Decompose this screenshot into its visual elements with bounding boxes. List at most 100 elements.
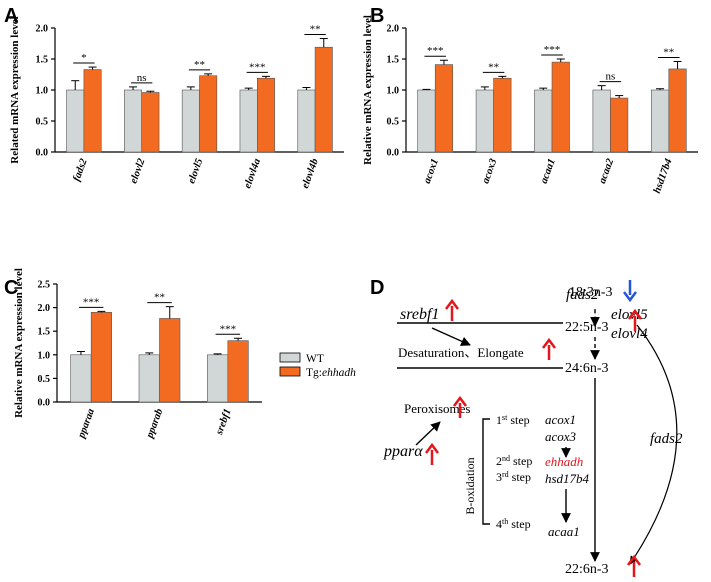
bar-tg xyxy=(434,64,454,153)
y-tick-label: 2.0 xyxy=(36,24,49,35)
legend-tg-label: Tg:ehhadh xyxy=(306,367,356,379)
bar-wt xyxy=(534,89,553,153)
gene-acox1: acox1 xyxy=(545,412,576,427)
chart-panel-b: 0.0 0.5 1.0 1.5 2.0 Relative mRNA expression … xyxy=(362,15,698,195)
y-tick-label: 2.0 xyxy=(38,303,51,314)
bar-wt xyxy=(207,354,229,403)
gene-elovl5: elovl5 xyxy=(611,307,648,323)
bar-tg xyxy=(199,75,218,153)
significance-label: * xyxy=(81,52,87,64)
gene-fads2-side: fads2 xyxy=(650,431,683,447)
bar-tg xyxy=(159,318,181,403)
legend-wt-label: WT xyxy=(306,353,324,365)
step4-sup: th xyxy=(502,517,508,526)
y-tick-label: 1.0 xyxy=(387,86,400,97)
y-axis-label: Relative mRNA expression level xyxy=(13,268,25,418)
gene-elovl4: elovl4 xyxy=(611,326,648,342)
significance-label: ** xyxy=(310,24,321,36)
significance-label: ns xyxy=(137,72,147,84)
gene-ppara: pparα xyxy=(383,443,423,460)
fatty-acid-18-3n3: 18:3n-3 xyxy=(569,285,613,300)
chart-panel-c: 0.0 0.5 1.0 1.5 2.0 2.5 Relative mRNA expressi… xyxy=(13,268,262,440)
panel-label-a: A xyxy=(4,5,18,27)
bar-wt xyxy=(650,89,670,153)
up-arrow-head xyxy=(445,298,459,310)
bar-tg xyxy=(551,61,570,153)
up-arrow-head xyxy=(425,442,439,454)
panel-label-d: D xyxy=(370,277,384,299)
step1-num: 1 xyxy=(496,413,502,427)
bar-wt xyxy=(70,354,92,403)
legend-wt-swatch xyxy=(279,352,301,363)
step3-num: 3 xyxy=(496,470,502,484)
gene-hsd17b4: hsd17b4 xyxy=(545,471,590,486)
step3-label: 3rd step xyxy=(496,470,531,485)
bar-tg xyxy=(227,340,249,403)
significance-label: *** xyxy=(83,296,100,308)
significance-label: ** xyxy=(194,59,205,71)
y-tick-label: 2.0 xyxy=(387,24,400,35)
down-arrow-head xyxy=(623,291,637,303)
bar-wt xyxy=(475,89,494,153)
y-tick-label: 0.0 xyxy=(38,398,51,409)
gene-srebf1: srebf1 xyxy=(400,306,439,323)
y-axis-label: Relative mRNA expression level xyxy=(362,15,374,165)
up-arrow-head xyxy=(453,395,467,407)
y-tick-label: 1.0 xyxy=(36,86,49,97)
category-label: acaa2 xyxy=(597,157,616,186)
y-tick-label: 0.5 xyxy=(36,117,49,128)
ppara-to-perox-arrow xyxy=(415,421,441,446)
step4-word: step xyxy=(508,517,530,531)
significance-label: *** xyxy=(249,61,266,73)
category-label: hsd17b4 xyxy=(652,157,675,195)
srebf1-to-desat-arrow xyxy=(431,327,471,346)
category-label: fads2 xyxy=(71,157,90,183)
chart-panel-a: 0.0 0.5 1.0 1.5 2.0 Related mRNA expression l… xyxy=(9,16,344,190)
y-tick-label: 0.0 xyxy=(387,148,400,159)
bar-tg xyxy=(90,312,112,403)
bar-wt xyxy=(297,89,316,153)
bar-tg xyxy=(668,68,687,153)
panel-label-c: C xyxy=(4,277,18,299)
y-tick-label: 1.0 xyxy=(38,350,51,361)
bar-tg xyxy=(256,77,275,153)
bar-wt xyxy=(66,89,85,153)
y-tick-label: 0.5 xyxy=(38,374,51,385)
bar-tg xyxy=(141,92,160,153)
category-label: acaa1 xyxy=(539,157,558,185)
step1-label: 1st step xyxy=(496,413,530,428)
fatty-acid-24-6n3: 24:6n-3 xyxy=(565,361,609,376)
bar-wt xyxy=(417,89,436,153)
y-tick-label: 1.5 xyxy=(38,327,51,338)
legend-tg-gene: ehhadh xyxy=(322,367,356,379)
fatty-acid-22-6n3: 22:6n-3 xyxy=(565,562,609,577)
category-label: pparaa xyxy=(76,407,97,440)
significance-label: ** xyxy=(663,46,674,58)
category-label: elovl5 xyxy=(186,157,205,185)
step2-label: 2nd step xyxy=(496,454,532,469)
label-desaturation-elongate: Desaturation、Elongate xyxy=(398,345,524,360)
bar-tg xyxy=(493,77,512,153)
significance-label: *** xyxy=(427,45,444,57)
legend-tg-swatch xyxy=(279,366,301,377)
category-label: elovl4b xyxy=(300,157,321,190)
bar-wt xyxy=(124,89,143,153)
significance-label: ** xyxy=(154,292,165,304)
fatty-acid-22-5n3: 22:5n-3 xyxy=(565,320,609,335)
category-label: pparab xyxy=(144,407,165,440)
bar-tg xyxy=(610,97,629,153)
step2-num: 2 xyxy=(496,454,502,468)
step1-word: step xyxy=(507,413,529,427)
legend: WT Tg:ehhadh xyxy=(279,352,356,379)
step1-sup: st xyxy=(502,413,508,422)
regulation-arrows xyxy=(425,280,642,577)
bar-wt xyxy=(592,89,611,153)
label-b-oxidation: B-oxidation xyxy=(463,457,477,514)
category-label: acox1 xyxy=(422,157,441,185)
significance-label: ** xyxy=(488,61,499,73)
step4-label: 4th step xyxy=(496,517,531,532)
bar-wt xyxy=(138,354,160,403)
bar-wt xyxy=(239,89,258,153)
y-tick-label: 1.5 xyxy=(387,55,400,66)
